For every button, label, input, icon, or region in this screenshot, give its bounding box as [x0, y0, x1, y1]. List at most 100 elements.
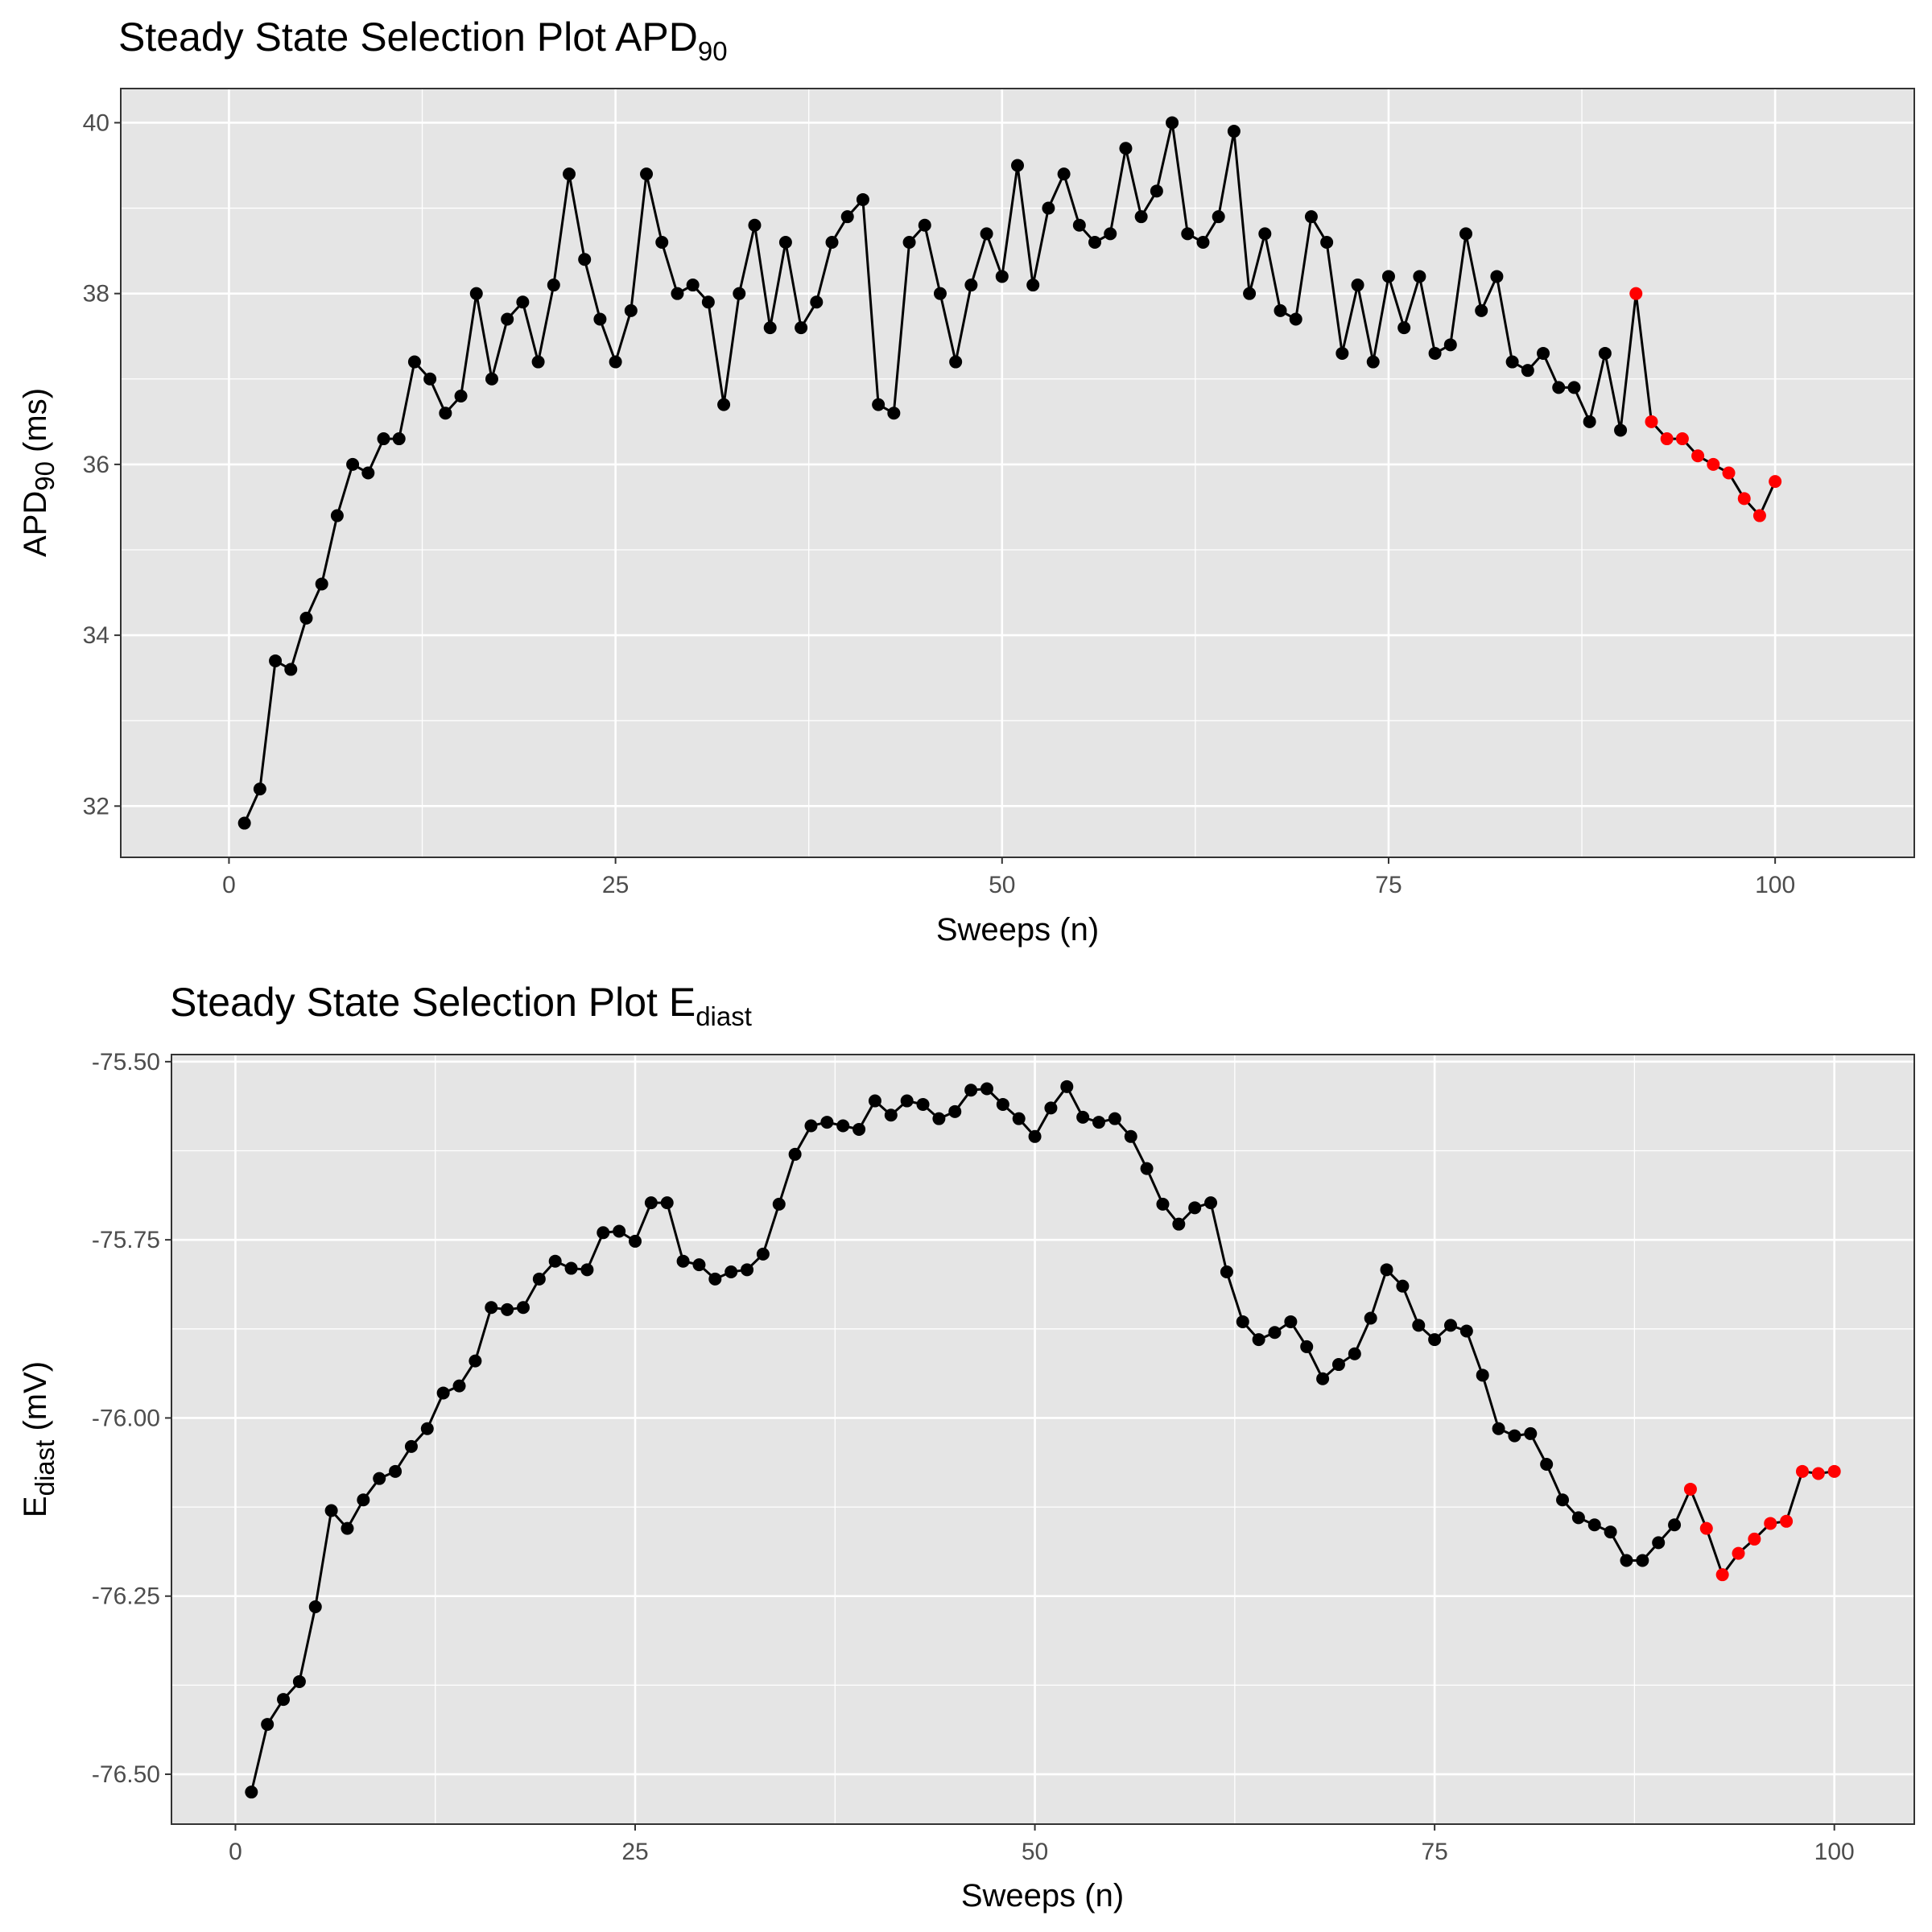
- chart1-data-point: [315, 577, 328, 591]
- chart2-data-point: [629, 1234, 642, 1248]
- chart1-data-point: [346, 457, 360, 471]
- chart1-data-point: [1614, 423, 1628, 437]
- chart2-data-point: [1204, 1196, 1218, 1210]
- chart2-data-point: [1556, 1493, 1570, 1507]
- chart2-data-point: [1236, 1315, 1249, 1328]
- chart1-data-point: [469, 287, 483, 300]
- chart1-y-tick-label: 36: [83, 452, 109, 478]
- chart1-selected-point: [1675, 432, 1689, 446]
- chart2-data-point: [1364, 1311, 1377, 1325]
- chart2-data-point: [469, 1354, 482, 1368]
- chart2-data-point: [741, 1263, 754, 1277]
- chart1-data-point: [1475, 303, 1488, 317]
- chart1-data-point: [763, 321, 777, 335]
- chart2-data-point: [868, 1094, 881, 1108]
- chart1-data-point: [454, 390, 468, 402]
- chart2-grid: [171, 1055, 1914, 1824]
- chart1-data-point: [1428, 346, 1442, 360]
- chart2-selected-point: [1699, 1521, 1713, 1535]
- chart2-data-point: [1156, 1197, 1170, 1211]
- chart2-data-point: [772, 1197, 786, 1211]
- chart2-data-point: [1348, 1347, 1361, 1360]
- chart1-selected-point: [1722, 466, 1736, 480]
- chart2-panel-border: [171, 1054, 1915, 1825]
- chart1-data-point: [671, 287, 684, 300]
- chart1-data-point: [640, 167, 654, 181]
- chart1-data-point: [501, 312, 514, 326]
- chart2-panel: [171, 1055, 1914, 1824]
- chart1-data-point: [578, 253, 592, 266]
- chart2-data-point: [532, 1272, 546, 1286]
- chart2-selected-point: [1715, 1568, 1729, 1582]
- chart2-data-point: [373, 1472, 386, 1485]
- chart2-data-point: [404, 1439, 418, 1453]
- chart1-data-point: [392, 432, 406, 446]
- chart1-y-tick-label: 40: [83, 109, 109, 136]
- chart1-data-point: [237, 816, 251, 830]
- chart1-data-point: [980, 227, 993, 241]
- chart2-data-point: [1124, 1129, 1137, 1143]
- chart2-data-point: [1140, 1162, 1154, 1175]
- chart2-data-point: [1524, 1426, 1538, 1440]
- chart1-data-point: [1243, 287, 1257, 300]
- chart2-data-point: [980, 1082, 993, 1096]
- chart2-title: Steady State Selection Plot Ediast: [170, 980, 752, 1031]
- chart2-data-point: [1316, 1372, 1330, 1385]
- chart2-data-point: [1508, 1429, 1521, 1443]
- chart2-data-point: [324, 1504, 338, 1517]
- chart1-selected-point: [1769, 475, 1782, 489]
- chart2-data-point: [1172, 1217, 1186, 1231]
- chart1-data-point: [1150, 184, 1163, 198]
- chart2-data-point: [660, 1196, 674, 1210]
- chart1-selected-point: [1737, 492, 1751, 506]
- chart2-data-point: [1076, 1110, 1090, 1124]
- chart2-x-tick-label: 0: [229, 1839, 242, 1865]
- chart1-data-point: [284, 663, 298, 676]
- chart1-data-point: [810, 295, 824, 309]
- chart1-data-point: [485, 372, 498, 386]
- chart1-x-tick-label: 75: [1375, 872, 1402, 898]
- chart1-data-point: [361, 466, 375, 480]
- chart2-data-point: [756, 1247, 770, 1261]
- chart2-data-point: [948, 1104, 962, 1118]
- chart2-data-point: [613, 1224, 626, 1238]
- chart1-data-point: [407, 355, 421, 369]
- chart1-data-point: [748, 218, 762, 232]
- chart1-data-point: [1196, 236, 1210, 249]
- chart1-data-point: [1227, 125, 1241, 138]
- chart2-data-point: [1300, 1340, 1314, 1353]
- chart2-data-point: [820, 1116, 834, 1129]
- chart1-y-tick-label: 38: [83, 281, 109, 308]
- chart1-data-point: [439, 407, 452, 420]
- chart2-y-tick-label: -75.75: [92, 1227, 160, 1253]
- chart2-data-point: [1012, 1112, 1026, 1125]
- chart2-data-point: [420, 1422, 434, 1435]
- chart2-data-point: [1412, 1319, 1426, 1332]
- chart2-data-point: [501, 1302, 514, 1316]
- chart1-selected-point: [1707, 457, 1720, 471]
- chart1-data-point: [1072, 218, 1086, 232]
- chart2-data-point: [1604, 1525, 1617, 1539]
- chart1-data-point: [795, 321, 808, 335]
- chart1-x-tick-label: 50: [989, 872, 1015, 898]
- chart1-data-point: [1042, 201, 1055, 215]
- chart1-data-point: [1335, 346, 1349, 360]
- chart1-data-point: [1567, 381, 1581, 394]
- chart1-data-point: [253, 782, 266, 796]
- chart2-selected-point: [1764, 1517, 1777, 1530]
- chart1-selected-point: [1645, 415, 1658, 428]
- chart2-selected-point: [1811, 1467, 1825, 1480]
- chart1-data-point: [933, 287, 947, 300]
- chart2-data-point: [1396, 1279, 1410, 1293]
- chart1-data-point: [1212, 210, 1225, 224]
- chart2-data-point: [597, 1226, 610, 1240]
- chart1-series: [237, 116, 1782, 830]
- chart1-data-point: [964, 279, 978, 292]
- chart2-data-point: [900, 1094, 914, 1108]
- chart2-selected-point: [1780, 1514, 1794, 1528]
- chart2-y-tick-label: -76.25: [92, 1583, 160, 1610]
- chart2-data-point: [516, 1301, 530, 1315]
- chart2-y-tick-label: -75.50: [92, 1049, 160, 1075]
- chart2-data-point: [964, 1084, 978, 1097]
